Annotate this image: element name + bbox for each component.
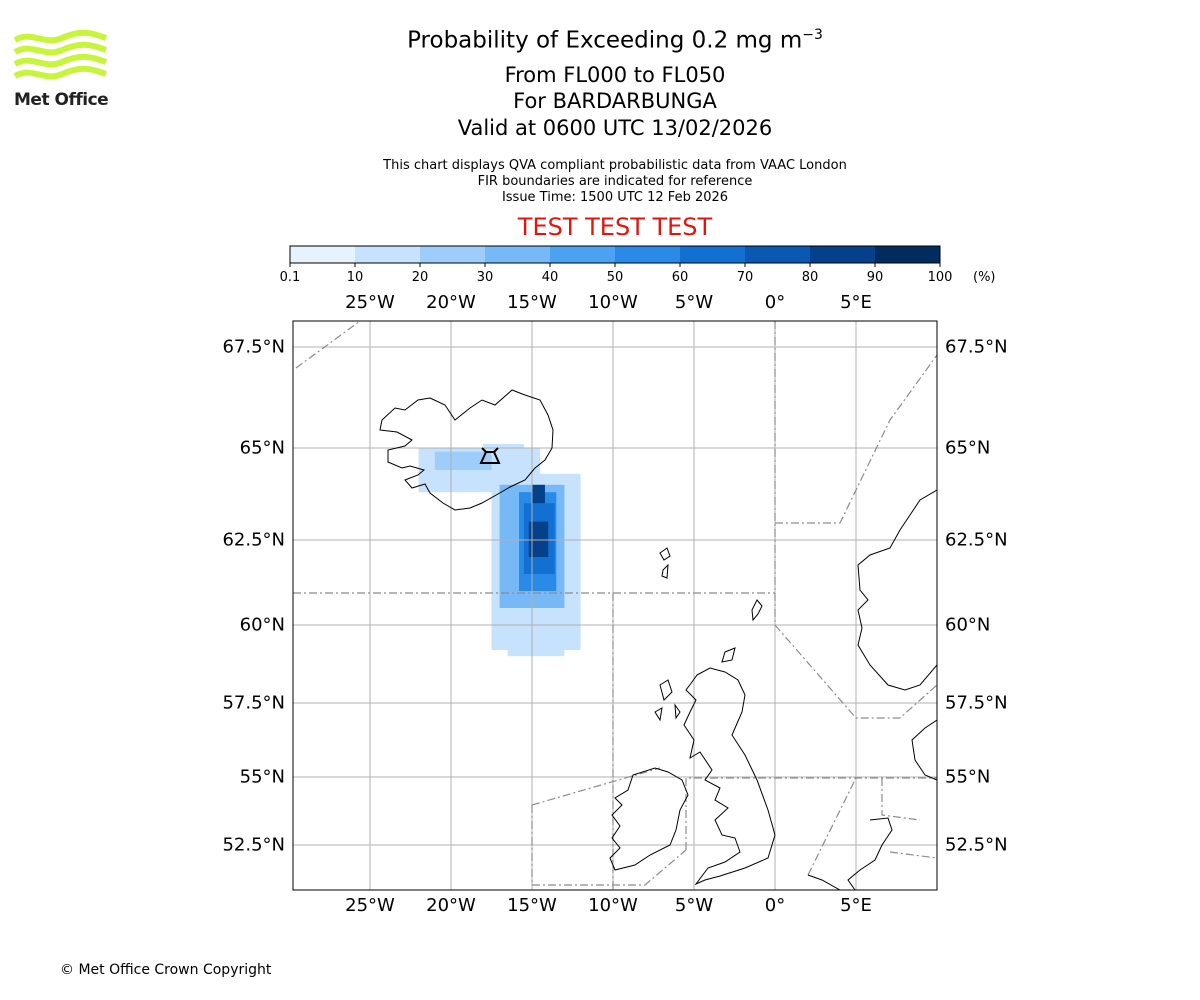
met-office-logo (13, 29, 109, 90)
colorbar-swatch (745, 246, 811, 263)
colorbar-swatch (875, 246, 941, 263)
graticule (293, 321, 937, 890)
lon-label-bottom: 0° (764, 895, 786, 916)
colorbar-unit: (%) (973, 270, 996, 285)
lat-label-left: 55°N (239, 766, 285, 788)
lat-label-left: 60°N (239, 614, 285, 636)
colorbar-tick-label: 20 (411, 270, 429, 285)
lon-label-bottom: 5°E (840, 895, 872, 916)
valid-time: Valid at 0600 UTC 13/02/2026 (457, 116, 773, 140)
plume-cell (434, 451, 492, 471)
lat-label-left: 62.5°N (222, 529, 285, 551)
colorbar-swatch (355, 246, 421, 263)
colorbar-tick-label: 100 (927, 270, 953, 285)
colorbar-tick-label: 40 (541, 270, 559, 285)
issue-time: Issue Time: 1500 UTC 12 Feb 2026 (501, 190, 729, 205)
colorbar-tick-label: 60 (671, 270, 689, 285)
lat-label-right: 57.5°N (945, 692, 1008, 714)
title-prefix: Probability of Exceeding 0.2 mg m (407, 27, 803, 54)
lon-label-top: 5°E (840, 292, 872, 313)
lon-label-bottom: 25°W (345, 895, 395, 916)
colorbar-swatch (615, 246, 681, 263)
lat-label-left: 52.5°N (222, 834, 285, 856)
lat-label-left: 67.5°N (222, 336, 285, 358)
ash-probability-field (418, 443, 581, 657)
colorbar-tick-label: 0.1 (279, 270, 301, 285)
fir-boundaries (293, 321, 937, 890)
colorbar-swatch (550, 246, 616, 263)
colorbar (289, 245, 941, 267)
lon-label-top: 15°W (507, 292, 557, 313)
lon-label-top: 10°W (588, 292, 638, 313)
colorbar-swatch (420, 246, 486, 263)
colorbar-tick-label: 30 (476, 270, 494, 285)
copyright: © Met Office Crown Copyright (60, 962, 272, 978)
lon-label-bottom: 5°W (674, 895, 714, 916)
volcano-icon (479, 447, 501, 464)
lat-label-right: 62.5°N (945, 529, 1008, 551)
chart-title: Probability of Exceeding 0.2 mg m−3 (0, 27, 1200, 54)
lat-label-right: 52.5°N (945, 834, 1008, 856)
plume-cell (528, 521, 549, 557)
lat-label-right: 67.5°N (945, 336, 1008, 358)
note-line-1: This chart displays QVA compliant probab… (383, 158, 847, 173)
plume-cell (507, 618, 565, 657)
colorbar-swatch (290, 246, 356, 263)
lon-label-top: 20°W (426, 292, 476, 313)
title-exponent: −3 (802, 27, 823, 43)
note-line-2: FIR boundaries are indicated for referen… (477, 174, 753, 189)
lon-label-top: 25°W (345, 292, 395, 313)
colorbar-swatch (485, 246, 551, 263)
colorbar-tick-label: 50 (606, 270, 624, 285)
lat-label-right: 55°N (945, 766, 991, 788)
lon-label-bottom: 20°W (426, 895, 476, 916)
test-banner: TEST TEST TEST (517, 213, 713, 241)
lon-label-bottom: 15°W (507, 895, 557, 916)
logo-text: Met Office (14, 90, 109, 110)
map-frame (292, 320, 938, 891)
lat-label-left: 65°N (239, 437, 285, 459)
lat-label-right: 65°N (945, 437, 991, 459)
colorbar-tick-label: 90 (866, 270, 884, 285)
colorbar-swatch (810, 246, 876, 263)
lon-label-bottom: 10°W (588, 895, 638, 916)
lat-label-left: 57.5°N (222, 692, 285, 714)
plume-cell (483, 443, 524, 467)
coastlines (379, 389, 937, 890)
lon-label-top: 0° (764, 292, 786, 313)
colorbar-tick-label: 70 (736, 270, 754, 285)
colorbar-tick-label: 10 (346, 270, 364, 285)
lon-label-top: 5°W (674, 292, 714, 313)
lat-label-right: 60°N (945, 614, 991, 636)
volcano-name: For BARDARBUNGA (513, 89, 717, 113)
flight-levels: From FL000 to FL050 (504, 63, 726, 87)
logo-waves-icon (13, 29, 108, 80)
colorbar-swatch (680, 246, 746, 263)
colorbar-tick-label: 80 (801, 270, 819, 285)
plume-cell (532, 484, 545, 504)
